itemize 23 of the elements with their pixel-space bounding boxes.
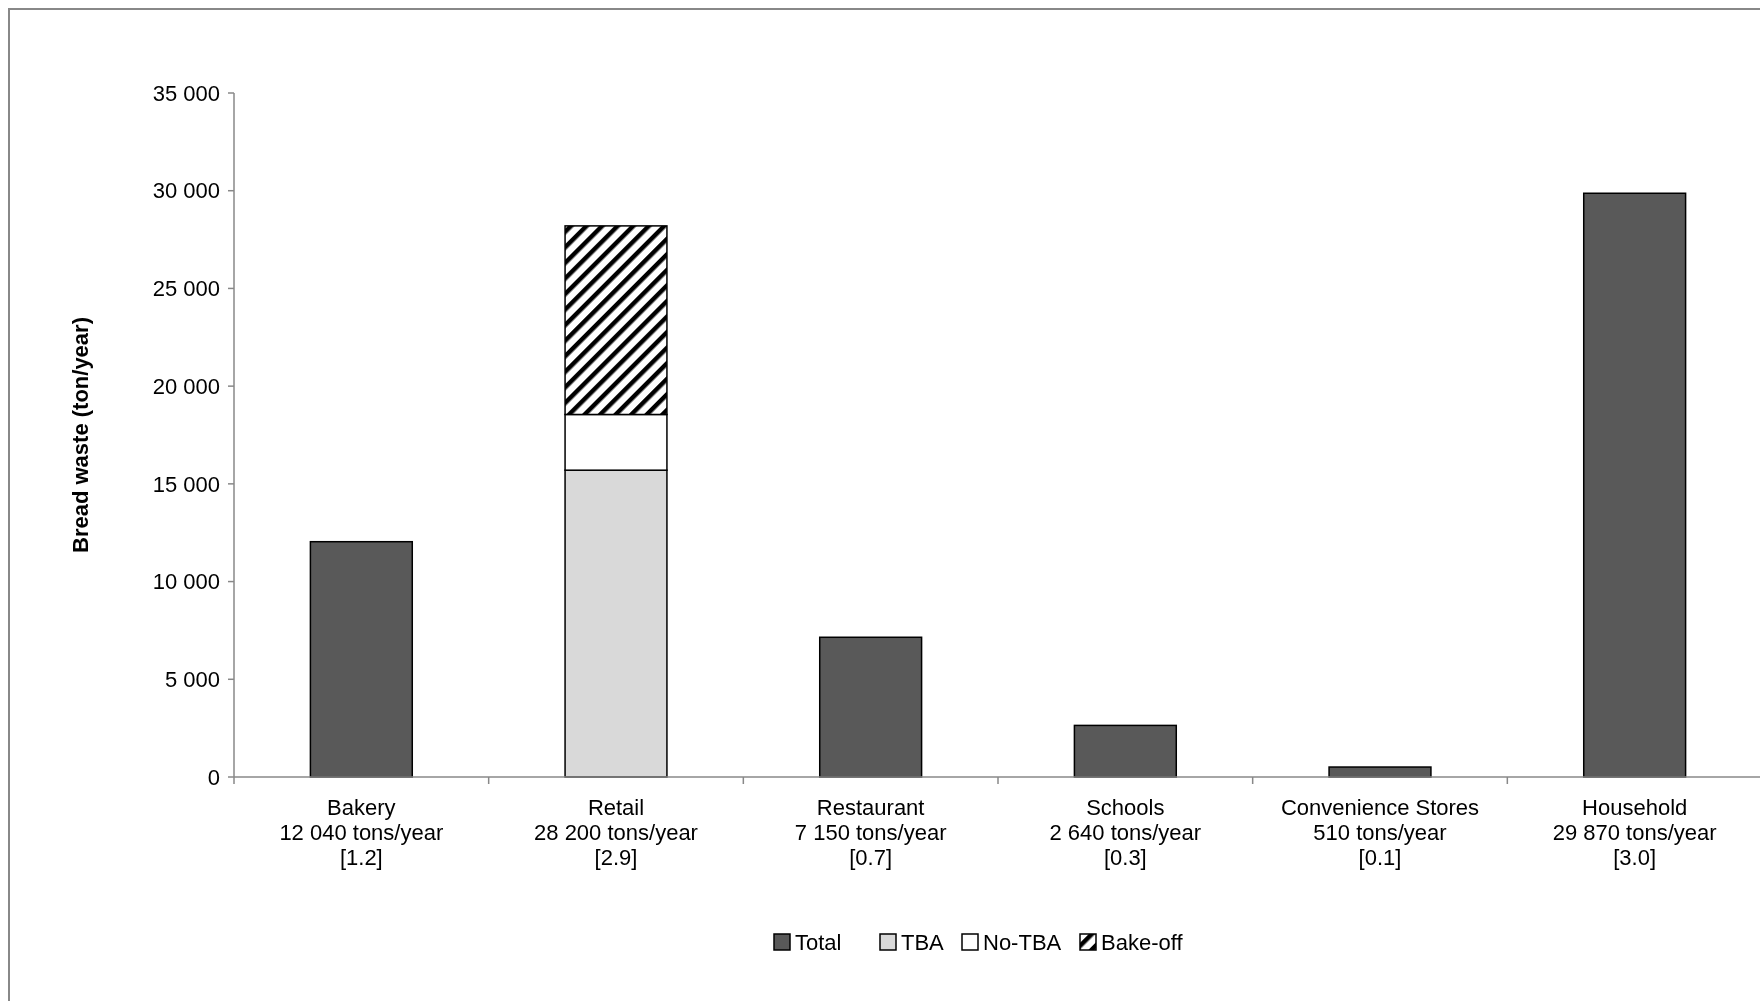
y-tick-label: 5 000 [164, 666, 220, 692]
x-tick-label: Household 29 870 tons/year [3.0] [1552, 795, 1717, 870]
y-tick-label: 35 000 [152, 80, 220, 106]
x-tick-label: Convenience Stores 510 tons/year [0.1] [1280, 795, 1480, 870]
legend-label: Total [795, 929, 842, 955]
x-tick-label: Restaurant 7 150 tons/year [0.7] [794, 795, 947, 870]
bar [818, 636, 923, 778]
x-tick-label: Bakery 12 040 tons/year [1.2] [279, 795, 444, 870]
x-tick-label: Retail 28 200 tons/year [2.9] [534, 795, 698, 870]
x-tick-label: Schools 2 640 tons/year [0.3] [1049, 795, 1202, 870]
y-tick-label: 20 000 [152, 373, 220, 399]
bar [1582, 192, 1687, 778]
bar [309, 540, 414, 778]
y-tick-label: 30 000 [152, 178, 220, 204]
y-tick-label: 25 000 [152, 276, 220, 302]
y-tick-label: 15 000 [152, 471, 220, 497]
bar [1073, 724, 1178, 778]
legend-label: Bake-off [1101, 929, 1184, 955]
legend-label: No-TBA [983, 929, 1062, 955]
y-tick-label: 10 000 [152, 569, 220, 595]
y-tick-label: 0 [207, 764, 220, 790]
legend-label: TBA [901, 929, 945, 955]
y-axis-title: Bread waste (ton/year) [68, 317, 93, 553]
